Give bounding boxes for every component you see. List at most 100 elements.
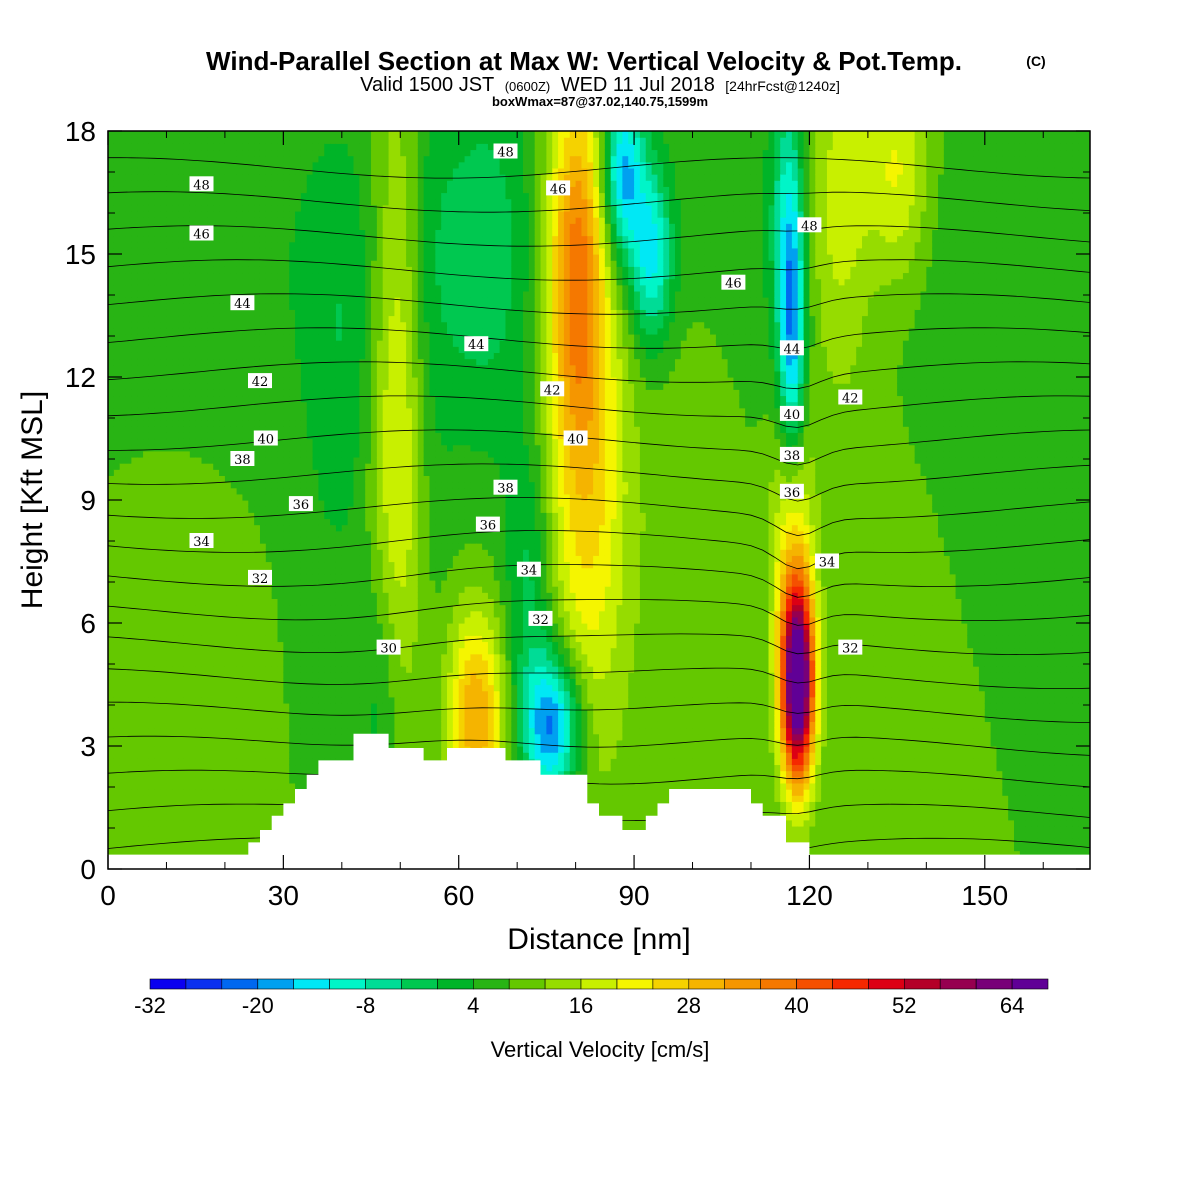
heatmap-cell (119, 192, 127, 200)
heatmap-cell (324, 524, 331, 532)
heatmap-cell (183, 198, 191, 206)
heatmap-cell (330, 383, 337, 390)
heatmap-cell (271, 143, 279, 151)
heatmap-cell (113, 481, 121, 489)
heatmap-cell (324, 137, 331, 144)
heatmap-cell (183, 487, 191, 495)
heatmap-cell (271, 641, 279, 649)
heatmap-cell (189, 616, 197, 624)
heatmap-cell (230, 278, 238, 286)
heatmap-cell (306, 469, 314, 476)
heatmap-cell (283, 586, 290, 593)
heatmap-cell (213, 426, 220, 433)
heatmap-cell (254, 782, 261, 790)
heatmap-cell (318, 229, 325, 237)
heatmap-cell (259, 512, 267, 520)
heatmap-cell (189, 284, 197, 292)
heatmap-cell (183, 850, 191, 858)
heatmap-cell (248, 764, 255, 772)
heatmap-cell (335, 506, 343, 513)
heatmap-cell (283, 567, 290, 575)
heatmap-cell (160, 272, 168, 280)
heatmap-cell (318, 721, 325, 729)
heatmap-cell (335, 561, 343, 569)
heatmap-cell (178, 186, 185, 194)
heatmap-cell (183, 647, 191, 655)
heatmap-cell (242, 155, 249, 163)
heatmap-cell (277, 389, 284, 397)
heatmap-cell (137, 438, 144, 446)
heatmap-cell (195, 838, 203, 845)
heatmap-cell (224, 161, 232, 169)
heatmap-cell (242, 536, 249, 544)
heatmap-cell (312, 438, 320, 446)
heatmap-cell (131, 702, 138, 710)
heatmap-cell (148, 592, 156, 599)
heatmap-cell (341, 536, 349, 544)
heatmap-cell (335, 315, 343, 323)
heatmap-cell (113, 825, 121, 833)
heatmap-cell (224, 180, 232, 187)
heatmap-cell (242, 407, 249, 415)
heatmap-cell (195, 776, 203, 784)
heatmap-cell (318, 696, 325, 704)
heatmap-cell (230, 512, 238, 520)
heatmap-cell (265, 789, 273, 796)
heatmap-cell (143, 432, 150, 440)
heatmap-cell (271, 401, 279, 409)
heatmap-cell (330, 420, 337, 427)
heatmap-cell (207, 198, 214, 206)
heatmap-cell (201, 217, 208, 224)
heatmap-cell (166, 561, 173, 569)
heatmap-cell (236, 420, 244, 427)
heatmap-cell (242, 561, 249, 569)
heatmap-cell (306, 161, 314, 169)
heatmap-cell (213, 635, 220, 643)
heatmap-cell (306, 358, 314, 366)
heatmap-cell (312, 635, 320, 643)
heatmap-cell (143, 413, 150, 421)
heatmap-cell (271, 395, 279, 403)
heatmap-cell (137, 266, 144, 274)
heatmap-cell (254, 420, 261, 427)
heatmap-cell (131, 758, 138, 766)
heatmap-cell (236, 500, 244, 507)
heatmap-cell (172, 290, 179, 298)
heatmap-cell (277, 746, 284, 753)
heatmap-cell (295, 309, 302, 317)
heatmap-cell (341, 469, 349, 476)
heatmap-cell (283, 598, 290, 606)
heatmap-cell (189, 678, 197, 686)
heatmap-cell (201, 241, 208, 249)
heatmap-cell (236, 776, 244, 784)
heatmap-cell (183, 284, 191, 292)
heatmap-cell (207, 598, 214, 606)
heatmap-cell (131, 739, 138, 747)
heatmap-cell (207, 825, 214, 833)
heatmap-cell (277, 586, 284, 593)
heatmap-cell (300, 733, 308, 741)
heatmap-cell (160, 303, 168, 310)
heatmap-cell (306, 278, 314, 286)
heatmap-cell (166, 223, 173, 230)
heatmap-cell (248, 825, 255, 833)
heatmap-cell (341, 549, 349, 556)
heatmap-cell (306, 536, 314, 544)
heatmap-cell (248, 217, 255, 224)
heatmap-cell (277, 186, 284, 194)
heatmap-cell (137, 155, 144, 163)
heatmap-cell (306, 260, 314, 267)
heatmap-cell (289, 530, 296, 538)
heatmap-cell (137, 389, 144, 397)
heatmap-cell (178, 555, 185, 563)
heatmap-cell (160, 629, 168, 636)
heatmap-cell (113, 254, 121, 261)
heatmap-cell (324, 272, 331, 280)
heatmap-cell (271, 696, 279, 704)
heatmap-cell (213, 493, 220, 501)
heatmap-cell (277, 137, 284, 144)
heatmap-cell (318, 254, 325, 261)
heatmap-cell (213, 659, 220, 667)
heatmap-cell (189, 260, 197, 267)
heatmap-cell (277, 352, 284, 360)
